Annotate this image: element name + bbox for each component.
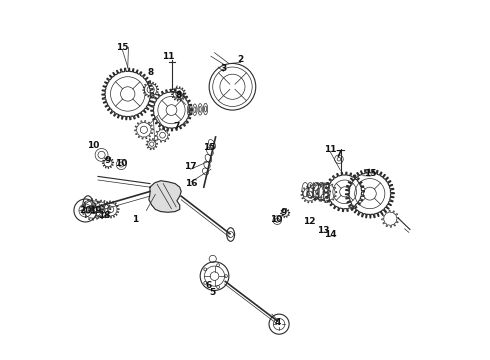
Text: 11: 11: [162, 52, 174, 61]
Text: 19: 19: [89, 206, 101, 215]
Text: 7: 7: [173, 122, 180, 131]
Text: 8: 8: [148, 68, 154, 77]
Text: 10: 10: [270, 215, 283, 224]
Text: 11: 11: [324, 145, 337, 154]
Text: 17: 17: [184, 162, 197, 171]
Text: 15: 15: [203, 143, 216, 152]
Text: 13: 13: [317, 226, 329, 235]
Text: 1: 1: [132, 215, 138, 224]
Text: 8: 8: [175, 91, 182, 100]
Text: 10: 10: [115, 159, 127, 168]
Text: 14: 14: [324, 230, 337, 239]
Text: 9: 9: [281, 208, 287, 217]
Text: 16: 16: [185, 179, 197, 188]
Text: 7: 7: [336, 150, 342, 159]
Text: 9: 9: [105, 156, 111, 165]
Text: 6: 6: [205, 281, 212, 290]
Text: 15: 15: [364, 169, 377, 178]
Text: 15: 15: [116, 43, 128, 52]
Text: 5: 5: [209, 288, 215, 297]
Text: 18: 18: [98, 211, 111, 220]
Polygon shape: [149, 181, 181, 212]
Text: 3: 3: [220, 64, 226, 73]
Text: 20: 20: [79, 206, 92, 215]
Text: 10: 10: [88, 141, 100, 150]
Text: 12: 12: [303, 217, 315, 226]
Text: 2: 2: [238, 55, 244, 64]
Text: 4: 4: [274, 318, 280, 327]
